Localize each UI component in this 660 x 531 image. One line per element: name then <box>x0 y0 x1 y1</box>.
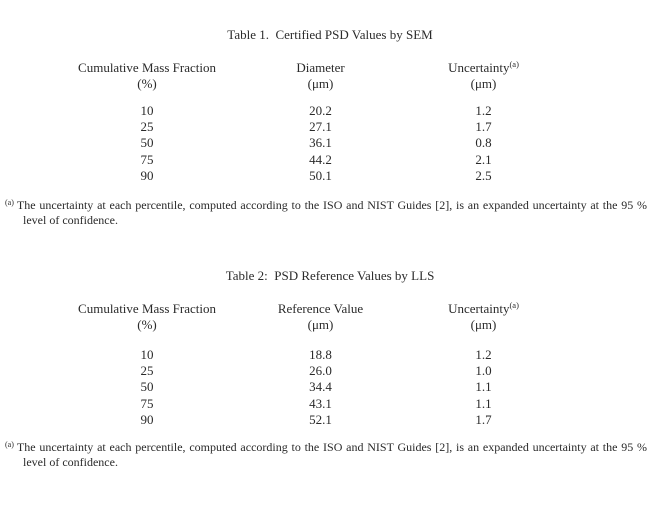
header-label: Cumulative Mass Fraction <box>78 301 216 317</box>
table-cell: 2.1 <box>475 151 492 167</box>
header-footnote-ref: (a) <box>509 59 519 69</box>
column-header-uncertainty: Uncertainty(a) (μm) <box>402 301 565 333</box>
table-cell: 10 <box>140 347 154 363</box>
column-header-diameter: Diameter (μm) <box>239 60 402 92</box>
header-unit: (%) <box>137 76 157 91</box>
table1-title: Table 1. Certified PSD Values by SEM <box>227 27 433 42</box>
header-unit: (μm) <box>307 76 334 91</box>
table1-data: 10 20.2 1.2 25 27.1 1.7 50 36.1 0.8 75 4… <box>55 103 565 184</box>
table1-header-row: Cumulative Mass Fraction (%) Diameter (μ… <box>55 60 565 92</box>
header-unit: (μm) <box>470 317 497 333</box>
table-cell: 27.1 <box>309 119 332 135</box>
table-cell: 1.1 <box>475 379 492 395</box>
table2-data: 10 18.8 1.2 25 26.0 1.0 50 34.4 1.1 75 4… <box>55 347 565 428</box>
column-header-reference-value: Reference Value (μm) <box>239 301 402 333</box>
table-cell: 0.8 <box>475 135 492 151</box>
table-cell: 44.2 <box>309 151 332 167</box>
table-cell: 90 <box>140 167 154 183</box>
table-cell: 50 <box>140 135 154 151</box>
header-label: Cumulative Mass Fraction <box>78 60 216 75</box>
table-cell: 52.1 <box>309 411 332 427</box>
header-unit: (μm) <box>470 76 497 91</box>
table2-footnote: (a) The uncertainty at each percentile, c… <box>5 440 647 470</box>
table-cell: 26.0 <box>309 363 332 379</box>
table-cell: 75 <box>140 151 154 167</box>
header-footnote-ref: (a) <box>509 300 519 311</box>
footnote-marker: (a) <box>5 440 14 450</box>
table-cell: 25 <box>140 119 154 135</box>
table-cell: 1.0 <box>475 363 492 379</box>
table-cell: 1.7 <box>475 411 492 427</box>
column-header-cumulative-mass-fraction: Cumulative Mass Fraction (%) <box>55 60 239 92</box>
table-cell: 1.7 <box>475 119 492 135</box>
column-header-cumulative-mass-fraction: Cumulative Mass Fraction (%) <box>55 301 239 333</box>
table-cell: 25 <box>140 363 154 379</box>
header-unit: (%) <box>137 317 157 333</box>
table-cell: 34.4 <box>309 379 332 395</box>
table2-header-row: Cumulative Mass Fraction (%) Reference V… <box>55 301 565 333</box>
footnote-marker: (a) <box>5 198 14 208</box>
table-cell: 90 <box>140 411 154 427</box>
table2-section: Table 2: PSD Reference Values by LLS Cum… <box>0 268 660 470</box>
document-page: Table 1. Certified PSD Values by SEM Cum… <box>0 27 660 531</box>
header-label: Reference Value <box>277 301 364 317</box>
table-cell: 2.5 <box>475 167 492 183</box>
column-header-uncertainty: Uncertainty(a) (μm) <box>402 60 565 92</box>
header-label: Diameter <box>296 60 345 75</box>
table1-footnote: (a) The uncertainty at each percentile, c… <box>5 198 647 228</box>
table-cell: 20.2 <box>309 103 332 118</box>
table-cell: 50 <box>140 379 154 395</box>
table1-section: Table 1. Certified PSD Values by SEM Cum… <box>0 27 660 228</box>
table-cell: 18.8 <box>309 347 332 363</box>
table-cell: 1.2 <box>475 347 492 363</box>
table-cell: 1.1 <box>475 395 492 411</box>
table-cell: 1.2 <box>475 103 492 118</box>
header-unit: (μm) <box>307 317 334 333</box>
table-cell: 10 <box>140 103 154 118</box>
table-cell: 50.1 <box>309 167 332 183</box>
header-label: Uncertainty(a) <box>448 59 519 75</box>
table-cell: 36.1 <box>309 135 332 151</box>
table-cell: 43.1 <box>309 395 332 411</box>
header-label: Uncertainty(a) <box>448 300 519 317</box>
footnote-text: The uncertainty at each percentile, comp… <box>16 198 647 228</box>
table-cell: 75 <box>140 395 154 411</box>
table2-title: Table 2: PSD Reference Values by LLS <box>225 268 435 284</box>
footnote-text: The uncertainty at each percentile, comp… <box>16 440 647 470</box>
